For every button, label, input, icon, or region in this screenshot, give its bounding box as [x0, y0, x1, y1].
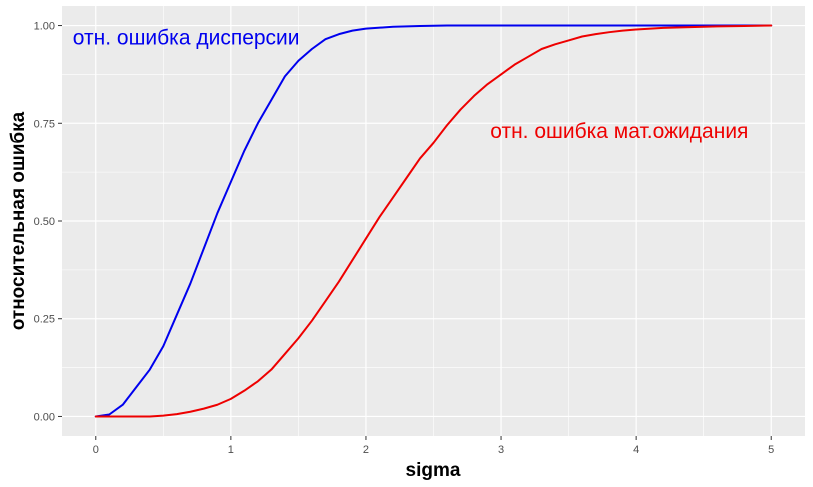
y-tick-label: 0.25: [34, 314, 55, 326]
x-tick-label: 4: [633, 444, 639, 456]
annotations: отн. ошибка дисперсии отн. ошибка мат.ожи…: [73, 26, 749, 143]
series-line-2: [94, 24, 773, 418]
y-tick-label: 0.00: [34, 411, 55, 423]
x-axis-title: sigma: [406, 460, 461, 481]
annotation-label-1: отн. ошибка дисперсии: [73, 26, 300, 49]
x-tick-label: 3: [498, 444, 504, 456]
y-tick-label: 0.50: [34, 216, 55, 228]
series-line-1: [94, 24, 773, 418]
x-tick-label: 0: [93, 444, 99, 456]
series-layer: [94, 24, 773, 418]
y-tick-label: 0.75: [34, 118, 55, 130]
y-axis-title: относительная ошибка: [8, 111, 29, 330]
x-tick-label: 2: [363, 444, 369, 456]
x-axis: 0 1 2 3 4 5: [93, 436, 774, 456]
annotation-label-2: отн. ошибка мат.ожидания: [490, 120, 748, 143]
y-axis: 0.00 0.25 0.50 0.75 1.00: [34, 21, 62, 423]
y-tick-label: 1.00: [34, 21, 55, 33]
x-tick-label: 5: [768, 444, 774, 456]
x-tick-label: 1: [228, 444, 234, 456]
